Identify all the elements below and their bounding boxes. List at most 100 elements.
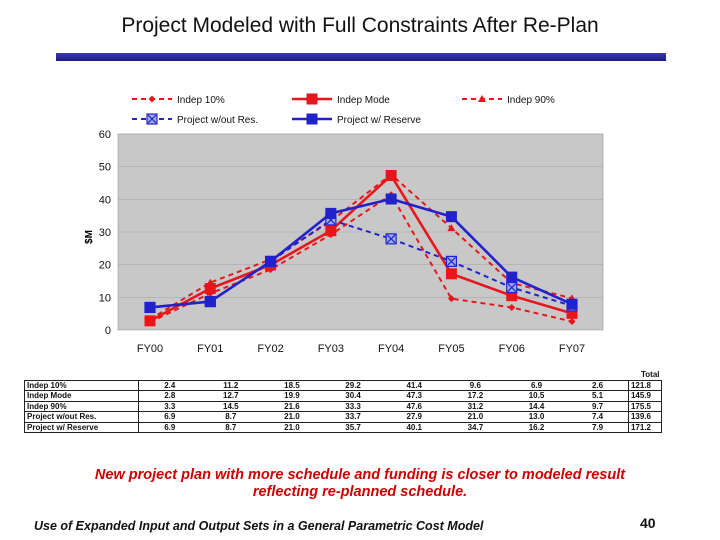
x-tick-label: FY07 xyxy=(559,343,585,355)
series-line xyxy=(149,197,573,309)
x-tick-label: FY00 xyxy=(137,343,163,355)
legend-label: Indep 10% xyxy=(177,95,225,106)
chart-legend: Indep 10% Indep Mode Indep 90% Project w/ou… xyxy=(132,93,555,126)
table-cell: 21.6 xyxy=(261,400,323,412)
point-marker xyxy=(445,211,457,223)
point-marker xyxy=(148,95,156,103)
table-row: Project w/out Res. 6.9 8.7 21.0 33.7 27.9 21.0… xyxy=(23,411,663,422)
table-cell: 3.3 xyxy=(138,400,201,412)
table-row: Indep Mode 2.8 12.7 19.9 30.4 47.3 17.2 10.5 5.1… xyxy=(23,390,663,401)
table-cell: 47.6 xyxy=(383,400,445,412)
point-marker xyxy=(506,271,518,283)
y-tick-label: 30 xyxy=(99,227,111,239)
point-marker-x xyxy=(147,114,157,124)
point-marker xyxy=(478,95,486,102)
y-tick-label: 20 xyxy=(99,260,111,272)
point-marker xyxy=(447,295,455,303)
table-row: Indep 10% 2.4 11.2 18.5 29.2 41.4 9.6 6.9 2.6 121… xyxy=(23,379,663,391)
table-cell: 35.7 xyxy=(322,421,384,433)
table-cell: 18.5 xyxy=(261,379,323,391)
point-marker xyxy=(204,296,216,308)
table-cell: 40.1 xyxy=(383,421,445,433)
point-marker xyxy=(206,278,215,286)
legend-label: Project w/out Res. xyxy=(177,115,258,126)
point-marker xyxy=(385,193,397,205)
table-cell: 21.0 xyxy=(261,421,323,433)
y-tick-label: 40 xyxy=(99,194,111,206)
point-marker-x xyxy=(507,283,517,292)
x-tick-label: FY03 xyxy=(318,343,344,355)
table-cell: 9.6 xyxy=(444,379,506,391)
y-tick-label: 60 xyxy=(99,129,111,141)
line-chart: Indep 10% Indep Mode Indep 90% Project w/ou… xyxy=(84,93,604,355)
point-marker xyxy=(325,207,337,219)
table-cell: 2.6 xyxy=(567,379,629,391)
y-axis-ticks: 0 10 20 30 40 50 60 xyxy=(99,129,111,337)
table-cell: 47.3 xyxy=(383,390,445,401)
point-marker xyxy=(445,268,457,280)
table-cell: 2.4 xyxy=(138,379,201,391)
table-row-label: Project w/ Reserve xyxy=(23,421,140,433)
table-cell: 21.0 xyxy=(261,411,323,422)
point-marker xyxy=(566,298,578,310)
page-title: Project Modeled with Full Constraints Af… xyxy=(121,14,599,37)
table-header-blank xyxy=(25,370,139,380)
table-row: Indep 90% 3.3 14.5 21.6 33.3 47.6 31.2 14.4 9.7 1… xyxy=(23,400,663,412)
table-cell: 33.3 xyxy=(322,400,384,412)
point-marker xyxy=(144,301,156,313)
x-tick-label: FY01 xyxy=(197,343,223,355)
table-total-cell: 121.8 xyxy=(627,379,663,391)
title-underline-bar xyxy=(56,53,666,61)
table-row-label: Indep 10% xyxy=(23,379,140,391)
legend-label: Project w/ Reserve xyxy=(337,115,421,126)
series-line xyxy=(149,173,573,321)
y-tick-label: 10 xyxy=(99,292,111,304)
table-cell: 33.7 xyxy=(322,411,384,422)
table-cell: 41.4 xyxy=(383,379,445,391)
caption: New project plan with more schedule and … xyxy=(40,467,680,501)
footer-text: Use of Expanded Input and Output Sets in… xyxy=(34,519,484,533)
table-cell: 30.4 xyxy=(322,390,384,401)
x-tick-label: FY06 xyxy=(499,343,525,355)
table-total-cell: 175.5 xyxy=(627,400,663,412)
table-cell: 29.2 xyxy=(322,379,384,391)
table-row: Project w/ Reserve 6.9 8.7 21.0 35.7 40.1 34.7… xyxy=(23,421,663,433)
table-total-cell: 145.9 xyxy=(627,390,663,401)
table-cell: 8.7 xyxy=(200,411,262,422)
series-line xyxy=(149,193,573,324)
y-tick-label: 50 xyxy=(99,162,111,174)
table-cell: 7.9 xyxy=(567,421,629,433)
page-number: 40 xyxy=(640,515,656,531)
table-cell: 6.9 xyxy=(138,411,201,422)
series-lines xyxy=(144,169,578,327)
table-cell: 5.1 xyxy=(567,390,629,401)
table-cell: 9.7 xyxy=(567,400,629,412)
table-cell: 8.7 xyxy=(200,421,262,433)
point-marker xyxy=(508,303,516,311)
table-total-cell: 171.2 xyxy=(627,421,663,433)
table-header-spacer xyxy=(139,370,629,380)
x-tick-label: FY04 xyxy=(378,343,404,355)
table-body: Indep 10% 2.4 11.2 18.5 29.2 41.4 9.6 6.9 2.6 121… xyxy=(23,379,663,433)
point-marker-x xyxy=(447,256,456,266)
table-cell: 31.2 xyxy=(444,400,506,412)
x-axis-ticks: FY00 FY01 FY02 FY03 FY04 FY05 FY06 FY07 xyxy=(137,343,585,355)
table-cell: 10.5 xyxy=(505,390,568,401)
table-cell: 6.9 xyxy=(138,421,201,433)
table-cell: 14.5 xyxy=(200,400,262,412)
table-cell: 12.7 xyxy=(200,390,262,401)
legend-item: Indep Mode xyxy=(292,93,390,106)
table-cell: 19.9 xyxy=(261,390,323,401)
table-header-total: Total xyxy=(640,370,660,379)
point-marker xyxy=(306,93,318,105)
x-tick-label: FY02 xyxy=(257,343,283,355)
y-axis-label: $M xyxy=(84,230,95,244)
table-total-cell: 139.6 xyxy=(627,411,663,422)
table-cell: 21.0 xyxy=(444,411,506,422)
table-cell: 34.7 xyxy=(444,421,506,433)
y-tick-label: 0 xyxy=(105,325,111,337)
point-marker xyxy=(447,224,456,232)
data-table: Total Indep 10% 2.4 11.2 18.5 29.2 41.4 9.6 6.9… xyxy=(23,370,663,433)
x-tick-label: FY05 xyxy=(438,343,464,355)
table-cell: 6.9 xyxy=(505,379,568,391)
